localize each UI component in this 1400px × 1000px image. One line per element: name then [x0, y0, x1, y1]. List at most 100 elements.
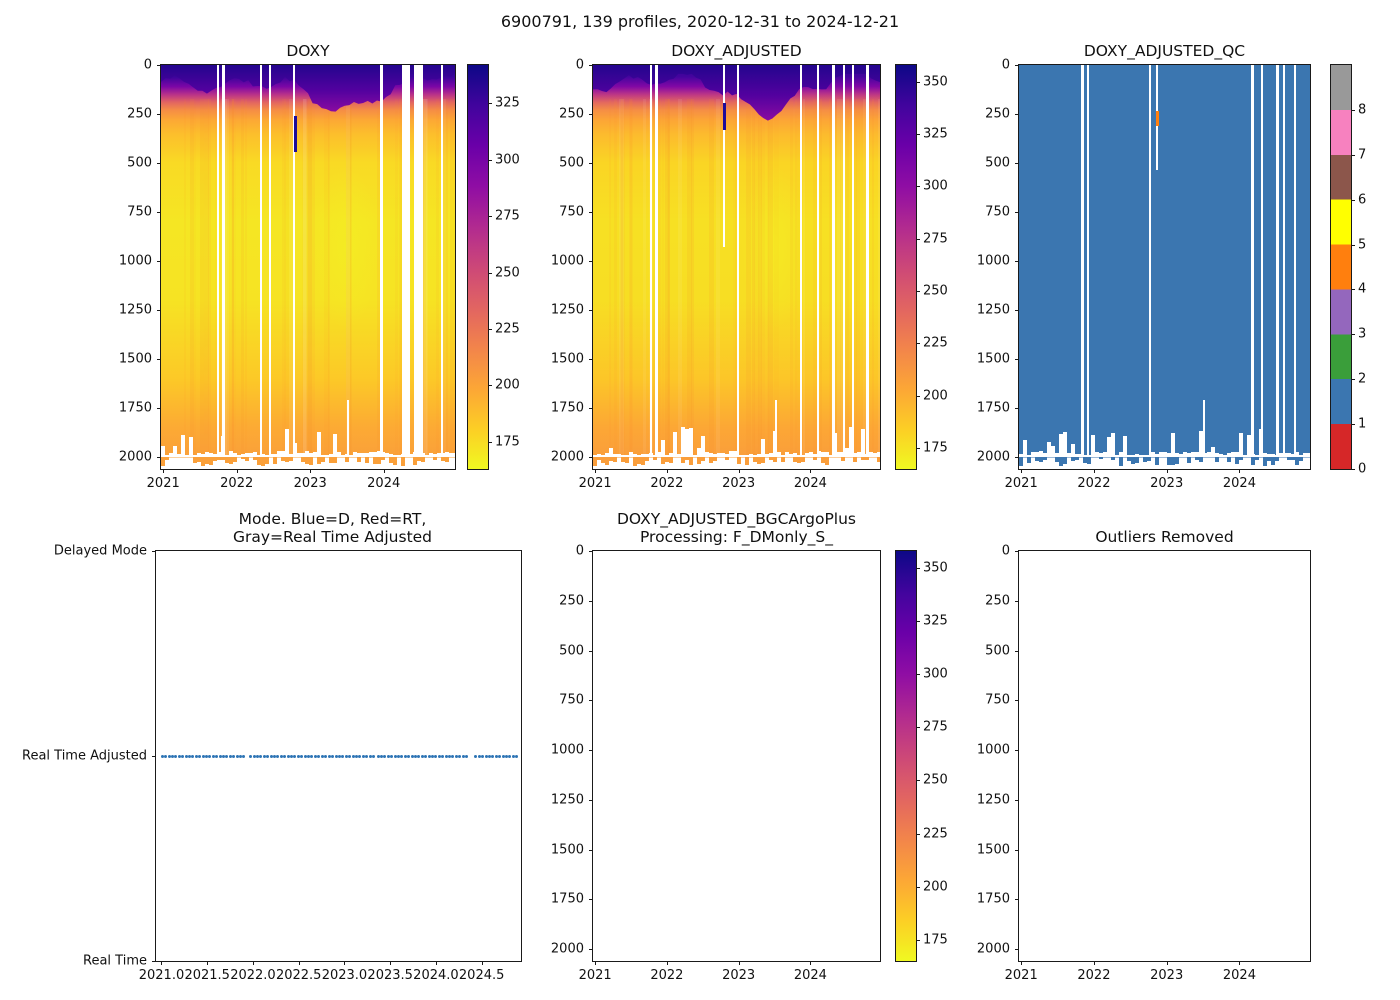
- mode-data-point: [464, 754, 468, 758]
- ragged-bottom-notch: [217, 451, 221, 458]
- ragged-bottom-tooth: [701, 457, 705, 461]
- y-tick-label: 2000: [118, 449, 152, 465]
- mode-data-point: [434, 754, 438, 758]
- column-streak: [323, 99, 329, 458]
- mode-data-point: [221, 754, 225, 758]
- ragged-bottom-notch: [1055, 453, 1059, 458]
- mode-data-point: [187, 754, 191, 758]
- column-streak: [862, 99, 865, 458]
- x-tick-label: 2022: [220, 476, 254, 491]
- missing-profile-gap: [852, 65, 855, 458]
- ragged-bottom-notch: [1155, 454, 1159, 458]
- column-streak: [289, 99, 294, 458]
- y-tick-mark: [589, 114, 593, 116]
- ragged-bottom-notch: [765, 454, 769, 458]
- ragged-bottom-tooth: [285, 457, 289, 463]
- ragged-bottom-notch: [821, 452, 825, 458]
- colorbar-tick-mark: [488, 329, 492, 331]
- ragged-bottom-notch: [301, 452, 305, 458]
- ragged-bottom-tooth: [597, 457, 601, 461]
- mode-data-point: [259, 754, 263, 758]
- ragged-bottom-tooth: [1083, 457, 1087, 463]
- y-tick-label: 1000: [976, 742, 1010, 758]
- x-tick-label: 2021: [146, 476, 180, 491]
- surface-dark-band: [161, 65, 455, 112]
- x-tick-mark: [595, 469, 597, 473]
- colorbar-tick-mark: [916, 780, 920, 782]
- ragged-bottom-tooth: [689, 457, 693, 466]
- mode-plot-area: [156, 551, 521, 961]
- column-streak: [839, 99, 842, 458]
- ragged-bottom-tooth: [865, 457, 869, 461]
- mode-data-point: [293, 754, 297, 758]
- ragged-bottom-notch: [757, 454, 761, 458]
- mode-data-point: [481, 754, 485, 758]
- column-streak: [872, 99, 874, 458]
- column-streak: [766, 99, 769, 458]
- ragged-bottom-notch: [1103, 452, 1107, 458]
- x-tick-label: 2023: [1150, 968, 1184, 983]
- y-tick-label: 1500: [118, 351, 152, 367]
- column-streak: [614, 99, 617, 458]
- ragged-bottom-notch: [597, 454, 601, 458]
- mode-data-point: [296, 754, 300, 758]
- column-streak: [608, 99, 612, 458]
- x-tick-label: 2021: [578, 476, 612, 491]
- mode-data-point: [491, 754, 495, 758]
- mode-data-point: [208, 754, 212, 758]
- y-tick-label: 1250: [976, 302, 1010, 318]
- ragged-bottom-notch: [1111, 433, 1115, 458]
- mode-data-point: [447, 754, 451, 758]
- column-streak: [443, 99, 449, 458]
- y-tick-mark: [1015, 799, 1019, 801]
- y-tick-label: 250: [559, 593, 584, 609]
- ragged-bottom-notch: [305, 451, 309, 458]
- column-streak: [619, 99, 625, 458]
- colorbar-tick-mark: [916, 567, 920, 569]
- ragged-bottom-notch: [653, 455, 657, 458]
- mode-data-point: [437, 754, 441, 758]
- column-streak: [863, 99, 868, 458]
- ragged-bottom-notch: [601, 454, 605, 458]
- colorbar-tick-label: 200: [923, 879, 948, 895]
- column-streak: [837, 99, 843, 458]
- ragged-bottom-tooth: [1027, 457, 1031, 464]
- x-tick-label: 2023: [722, 476, 756, 491]
- x-tick-mark: [738, 469, 740, 473]
- ragged-bottom-notch: [273, 453, 277, 458]
- colorbar-tick-label: 225: [923, 826, 948, 842]
- ragged-bottom-tooth: [317, 457, 321, 464]
- ragged-bottom-notch: [1227, 453, 1231, 458]
- ragged-bottom-notch: [1271, 454, 1275, 458]
- ragged-bottom-notch: [401, 454, 405, 458]
- missing-profile-gap: [1294, 65, 1297, 458]
- y-tick-mark: [1015, 899, 1019, 901]
- y-tick-label: 1250: [118, 302, 152, 318]
- qc-anomaly-mark: [293, 115, 297, 152]
- ragged-bottom-notch: [397, 454, 401, 458]
- y-tick-mark: [1015, 650, 1019, 652]
- mode-data-point: [204, 754, 208, 758]
- ragged-bottom-notch: [609, 448, 613, 458]
- ragged-bottom-tooth: [637, 457, 641, 465]
- ragged-bottom-tooth: [725, 457, 729, 461]
- colorbar-tick-label: 0: [1358, 461, 1367, 477]
- y-tick-mark: [589, 650, 593, 652]
- ragged-bottom-notch: [373, 452, 377, 458]
- ragged-bottom-notch: [669, 452, 673, 458]
- colorbar-tick-label: 250: [495, 265, 520, 281]
- ragged-bottom-tooth: [1143, 457, 1147, 463]
- missing-profile-gap: [1283, 65, 1286, 458]
- y-tick-label: 1000: [118, 253, 152, 269]
- ragged-bottom-notch: [865, 453, 869, 458]
- column-streak: [813, 99, 819, 458]
- mode-data-point: [477, 754, 481, 758]
- ragged-bottom-notch: [693, 454, 697, 458]
- ragged-bottom-notch: [621, 455, 625, 458]
- column-streak: [746, 99, 751, 458]
- ragged-bottom-notch: [1043, 452, 1047, 458]
- ragged-bottom-notch: [785, 452, 789, 458]
- ragged-bottom-notch: [709, 452, 713, 458]
- x-tick-mark: [390, 961, 392, 965]
- ragged-bottom-tooth: [737, 457, 741, 465]
